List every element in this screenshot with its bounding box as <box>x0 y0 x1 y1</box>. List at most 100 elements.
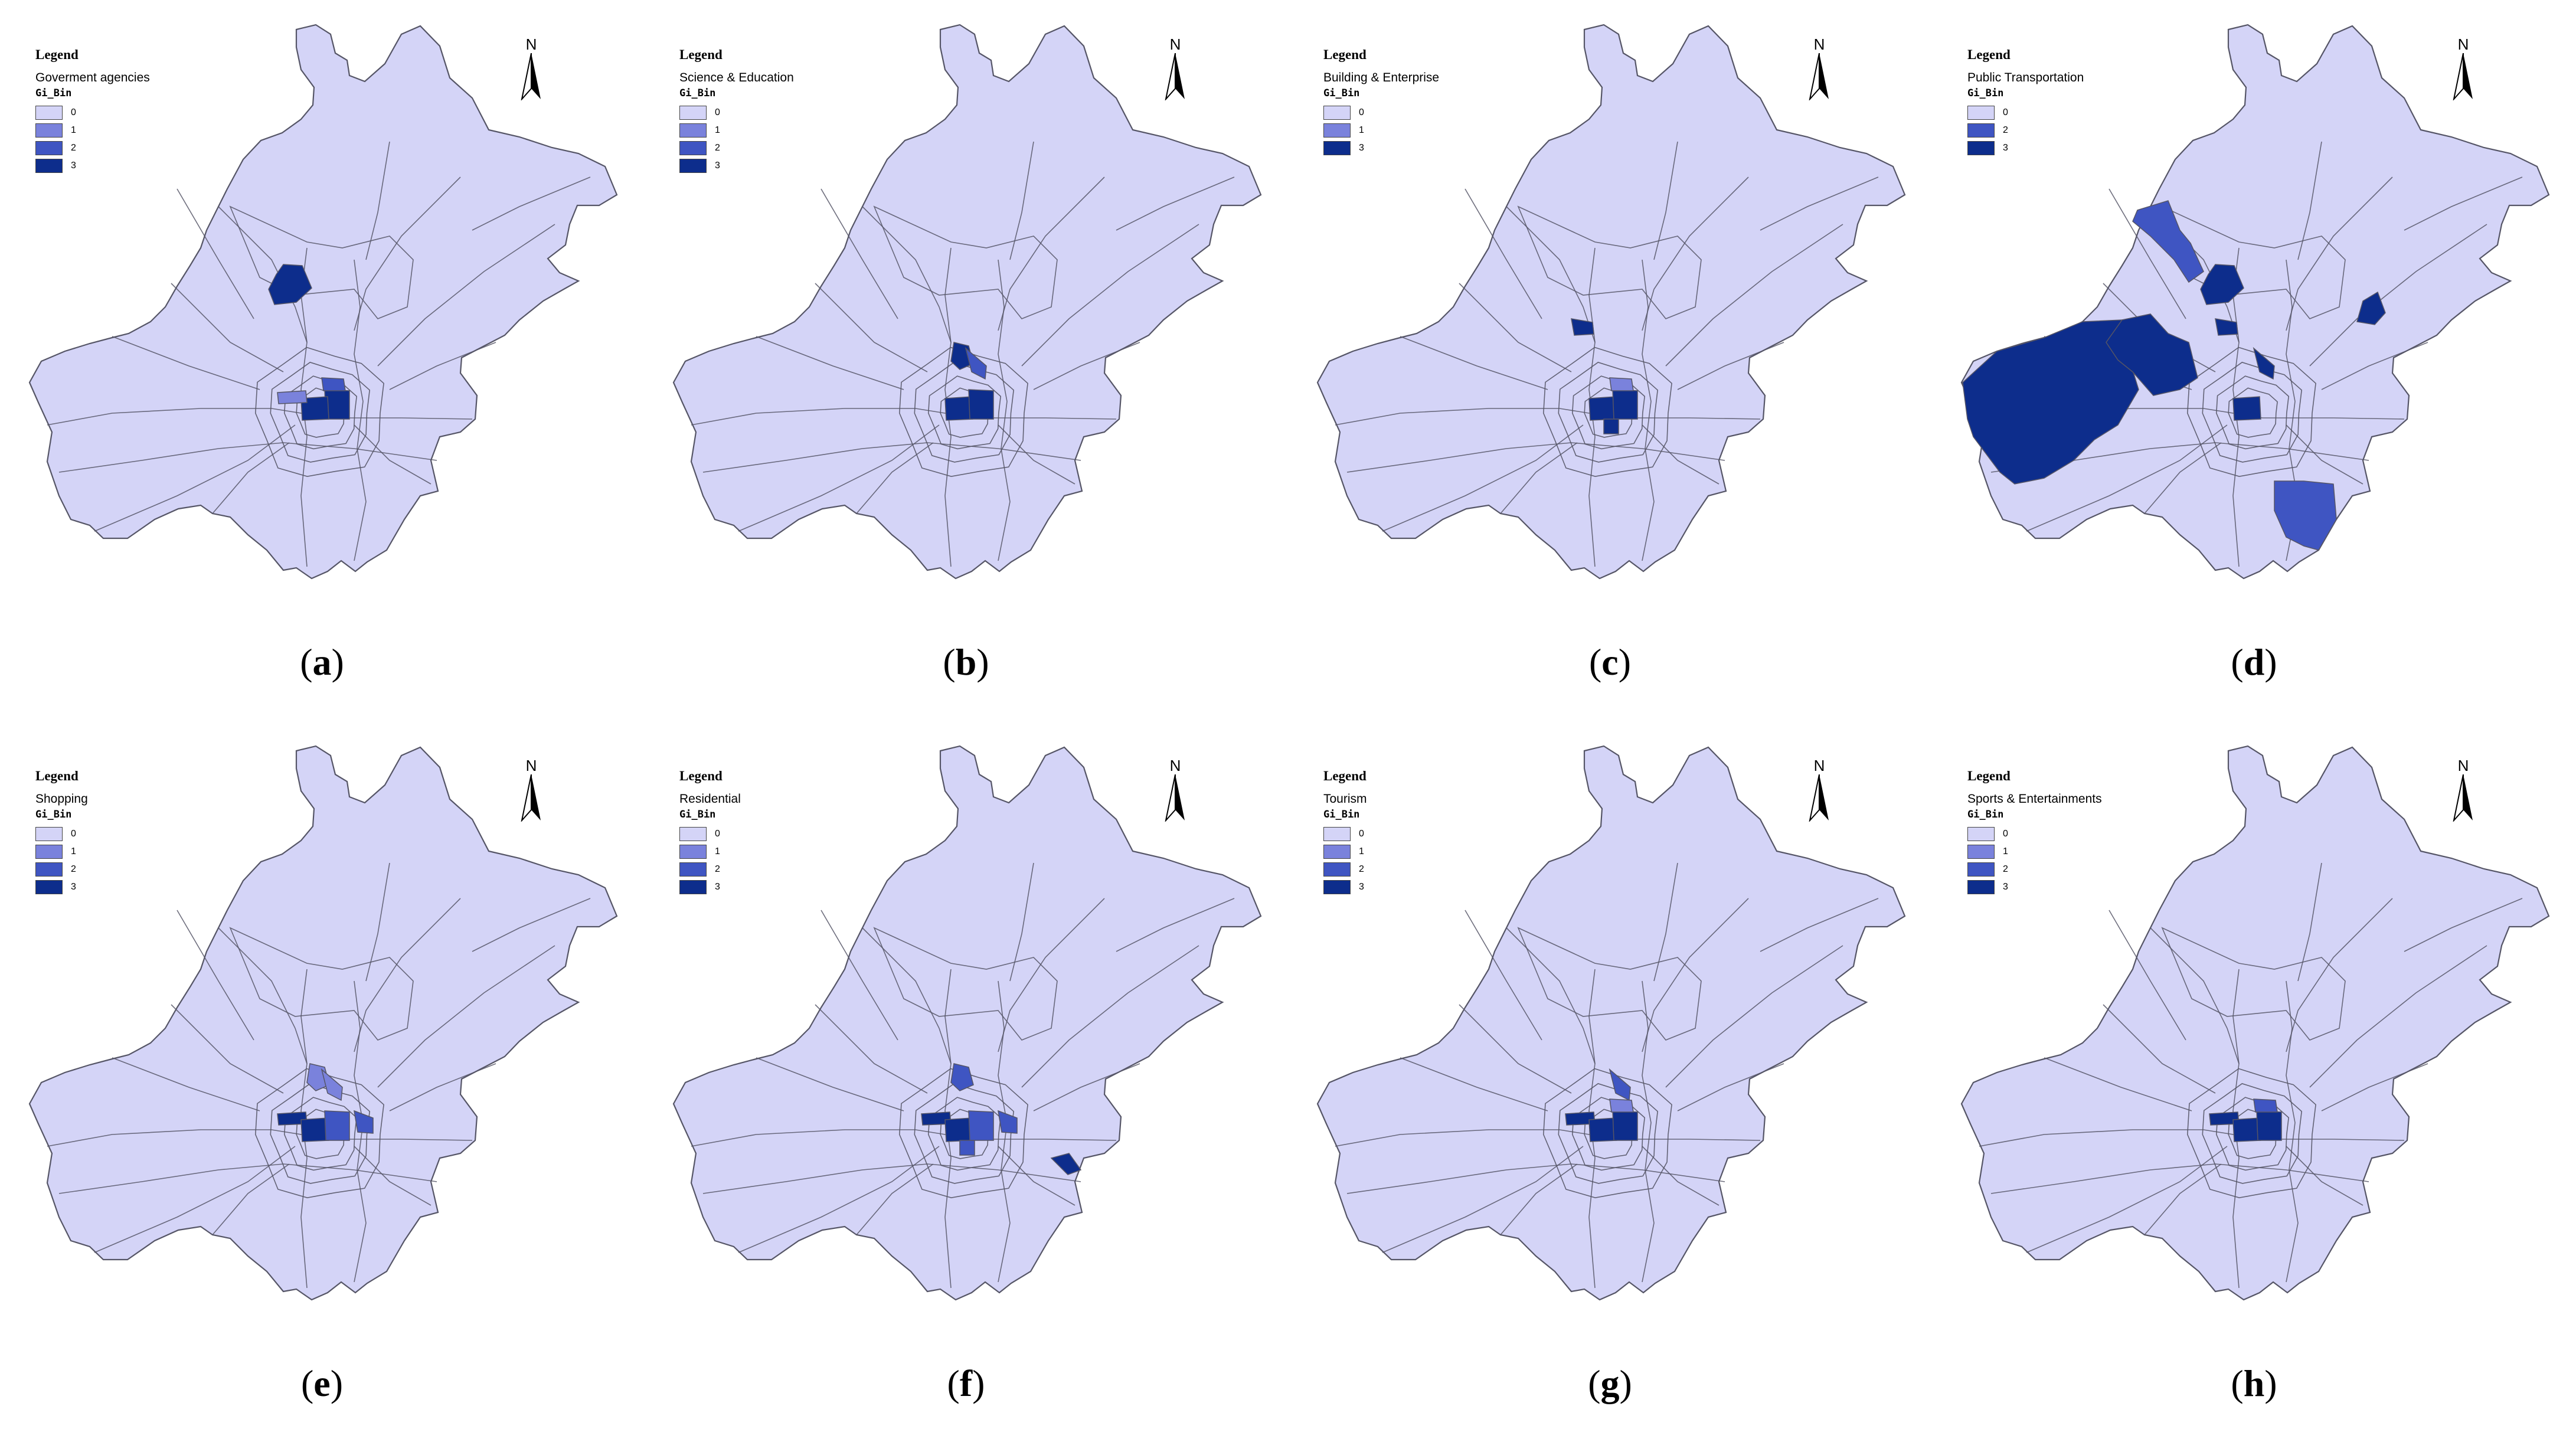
district-boundary-line <box>2286 898 2393 1052</box>
district-boundary-line <box>2404 176 2523 231</box>
legend-field-name: Gi_Bin <box>35 87 72 99</box>
beijing-district-map <box>1316 745 1906 1301</box>
map-boundary <box>672 745 1262 1301</box>
district-boundary-line <box>998 424 1075 485</box>
legend-field-name: Gi_Bin <box>1323 87 1360 99</box>
district-boundary-line <box>176 910 254 1041</box>
hotspot-inner-east <box>354 1110 374 1134</box>
panel-caption: (c) <box>1588 641 1632 683</box>
panel-caption: (e) <box>300 1362 344 1404</box>
hotspot-southwest-district <box>1962 319 2139 485</box>
ring-road-5 <box>898 346 1028 478</box>
legend-class-row: 2 <box>679 139 892 157</box>
hotspot-inner-north <box>950 1063 974 1091</box>
district-boundary-line <box>1009 862 1034 982</box>
legend: Legend Science & Education Gi_Bin 0 1 2 3 <box>679 47 892 175</box>
district-boundary-line <box>1642 980 1655 1283</box>
legend-swatch <box>1967 106 1995 120</box>
hotspot-core-center <box>300 396 329 421</box>
legend-class-row: 3 <box>35 878 248 896</box>
district-boundary-line <box>998 1146 1075 1206</box>
district-boundary-line <box>1464 910 1542 1041</box>
district-boundary-line <box>2286 1146 2363 1206</box>
hotspot-core-east <box>1612 1110 1638 1141</box>
district-boundary-line <box>354 176 461 331</box>
beijing-district-map <box>672 745 1262 1301</box>
ring-road-4 <box>2202 361 2303 463</box>
north-label: N <box>1813 757 1825 774</box>
legend: Legend Sports & Entertainments Gi_Bin 0 1 2 3 <box>1967 769 2180 896</box>
legend-class-row: 0 <box>1323 825 1536 843</box>
district-boundary-line <box>820 188 898 319</box>
district-boundary-line <box>856 442 934 514</box>
north-arrow: N <box>1158 35 1193 100</box>
legend-class-row: 0 <box>35 104 248 122</box>
district-boundary-line <box>1588 969 1596 1289</box>
district-boundary-line <box>873 205 1058 319</box>
district-boundary-line <box>2321 1063 2428 1111</box>
legend-class-label: 1 <box>71 846 76 856</box>
district-boundary-line <box>1382 1146 1584 1253</box>
hotspot-core-south <box>959 1140 975 1156</box>
map-boundary <box>28 24 618 580</box>
district-boundary-line <box>2150 927 2240 1064</box>
hotspot-core-ne <box>321 377 346 391</box>
ring-road-4 <box>2202 1083 2303 1184</box>
district-boundary-line <box>2309 945 2487 1088</box>
legend-heading: Legend <box>1967 47 2011 62</box>
legend-swatch <box>679 845 707 859</box>
district-boundary-line <box>2297 862 2322 982</box>
hotspot-core-east <box>324 1110 350 1141</box>
legend-swatch <box>1967 827 1995 841</box>
legend-class-label: 3 <box>1359 882 1364 892</box>
legend-class-row: 0 <box>1967 104 2180 122</box>
district-boundary-line <box>2108 188 2186 319</box>
legend-swatch <box>35 845 63 859</box>
legend-class-label: 1 <box>1359 846 1364 856</box>
legend-layer-name: Shopping <box>35 792 88 806</box>
district-boundary-line <box>1760 898 1879 952</box>
legend-layer-name: Public Transportation <box>1967 71 2084 84</box>
legend-class-row: 3 <box>35 157 248 175</box>
district-boundary-line <box>1382 424 1584 532</box>
district-boundary-line <box>2309 224 2487 367</box>
ring-road-3 <box>2215 375 2290 450</box>
legend-class-label: 2 <box>1359 864 1364 874</box>
district-boundary-line <box>856 1163 934 1235</box>
district-boundary-line <box>389 342 496 390</box>
legend-swatch <box>1323 880 1351 894</box>
district-boundary-line <box>998 259 1011 561</box>
legend-heading: Legend <box>35 47 79 62</box>
district-boundary-line <box>1459 1004 1572 1094</box>
ring-road-3 <box>927 375 1002 450</box>
district-boundary-line <box>1665 945 1843 1088</box>
beijing-district-map <box>28 24 618 580</box>
legend: Legend Tourism Gi_Bin 0 1 2 3 <box>1323 769 1536 896</box>
district-boundary-line <box>1116 176 1235 231</box>
legend-class-row: 2 <box>1323 861 1536 878</box>
hotspot-core-center <box>1588 396 1617 421</box>
legend-class-label: 3 <box>2003 882 2008 892</box>
district-boundary-line <box>2297 141 2322 260</box>
ring-road-4 <box>1558 1083 1659 1184</box>
hotspot-north-central-district <box>268 264 312 305</box>
district-boundary-line <box>2108 910 2186 1041</box>
legend-class-row: 1 <box>35 843 248 861</box>
legend-heading: Legend <box>1323 769 1367 783</box>
legend: Legend Public Transportation Gi_Bin 0 2 3 <box>1967 47 2180 157</box>
legend: Legend Residential Gi_Bin 0 1 2 3 <box>679 769 892 896</box>
district-boundary-line <box>47 408 473 426</box>
map-boundary <box>1316 24 1906 580</box>
legend-layer-name: Tourism <box>1323 792 1367 806</box>
legend-class-label: 3 <box>2003 143 2008 153</box>
district-boundary-line <box>2286 980 2299 1283</box>
district-boundary-line <box>1335 1129 1761 1147</box>
ring-road-4 <box>270 1083 371 1184</box>
map-panel-e: Legend Shopping Gi_Bin 0 1 2 3 N (e) <box>0 721 644 1442</box>
legend-swatch <box>35 159 63 173</box>
legend-swatch <box>1967 123 1995 138</box>
district-boundary-line <box>2144 1163 2222 1235</box>
legend-class-row: 3 <box>679 878 892 896</box>
legend-class-row: 0 <box>1323 104 1536 122</box>
legend-field-name: Gi_Bin <box>679 87 716 99</box>
